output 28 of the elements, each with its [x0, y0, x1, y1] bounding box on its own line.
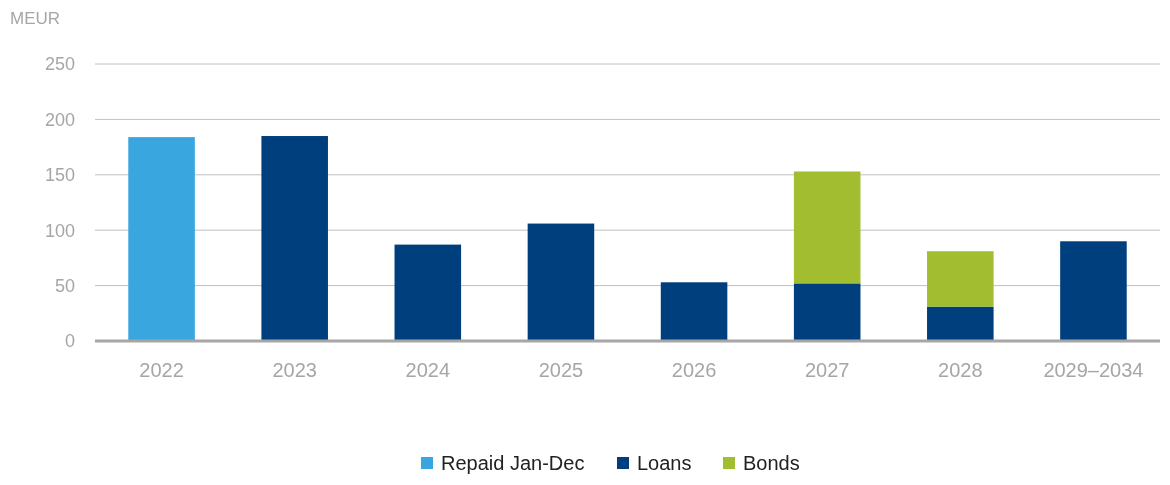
bar [128, 137, 195, 341]
bar [793, 171, 861, 284]
bar [793, 283, 861, 341]
x-tick-label: 2022 [139, 359, 184, 381]
y-tick-label: 50 [54, 275, 75, 296]
y-tick-label: 100 [44, 220, 75, 241]
bar [927, 306, 994, 341]
x-tick-label: 2029–2034 [1043, 359, 1144, 381]
x-tick-label: 2025 [538, 359, 584, 381]
y-tick-label: 200 [44, 109, 75, 130]
bar [261, 136, 328, 341]
x-tick-label: 2028 [938, 359, 983, 381]
y-tick-label: 250 [44, 54, 75, 75]
bar [527, 223, 595, 341]
y-tick-label: 150 [44, 165, 75, 186]
bar [660, 282, 728, 341]
legend-label: Bonds [743, 452, 800, 474]
legend-label: Loans [637, 452, 692, 474]
y-tick-label: 0 [64, 331, 75, 352]
x-tick-label: 2023 [272, 359, 317, 381]
y-axis-title: MEUR [10, 9, 61, 28]
bar [394, 244, 462, 341]
x-tick-label: 2024 [405, 359, 451, 381]
bar [927, 251, 994, 307]
x-tick-label: 2027 [804, 359, 850, 381]
x-tick-label: 2026 [671, 359, 717, 381]
bar [1060, 241, 1127, 341]
legend-label: Repaid Jan-Dec [441, 452, 585, 474]
